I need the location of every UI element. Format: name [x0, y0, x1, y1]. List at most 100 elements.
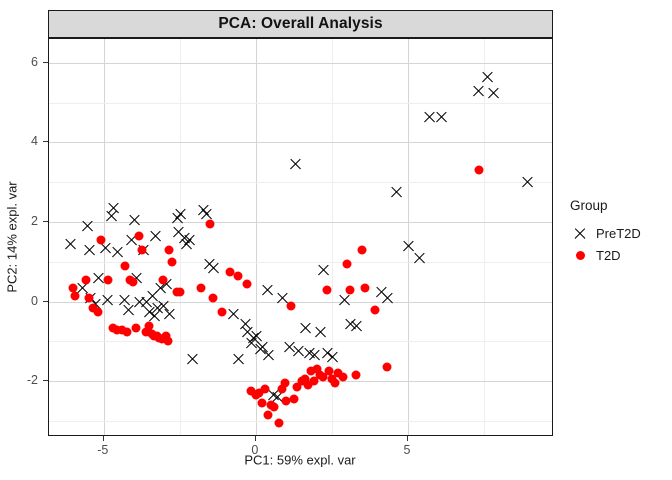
page-title: PCA: Overall Analysis — [218, 15, 383, 32]
x-tick-mark — [254, 436, 256, 441]
data-point-pret2d — [82, 243, 95, 256]
legend-title: Group — [570, 198, 608, 213]
data-point-t2d — [357, 245, 367, 255]
y-axis-title: PC2: 14% expl. var — [4, 181, 20, 293]
gridline-y-minor — [49, 421, 552, 423]
data-point-pret2d — [380, 291, 393, 304]
data-point-t2d — [217, 307, 227, 317]
data-point-t2d — [120, 261, 130, 271]
data-point-pret2d — [128, 214, 141, 227]
data-point-t2d — [324, 366, 334, 376]
data-point-pret2d — [106, 202, 119, 215]
data-point-pret2d — [64, 237, 77, 250]
data-point-pret2d — [307, 349, 320, 362]
data-point-pret2d — [185, 353, 198, 366]
y-tick-mark — [43, 380, 48, 382]
y-tick-label: 4 — [31, 134, 38, 149]
data-point-t2d — [242, 279, 252, 289]
legend-item-label: T2D — [596, 247, 621, 263]
data-point-pret2d — [412, 251, 425, 264]
data-point-t2d — [96, 235, 106, 245]
data-point-t2d — [318, 372, 328, 382]
data-point-t2d — [263, 410, 273, 420]
gridline-y-major — [49, 142, 552, 144]
data-point-pret2d — [227, 307, 240, 320]
data-point-t2d — [164, 245, 174, 255]
data-point-t2d — [303, 380, 313, 390]
data-point-t2d — [292, 382, 302, 392]
data-point-pret2d — [350, 319, 363, 332]
data-point-t2d — [84, 293, 94, 303]
data-point-t2d — [158, 275, 168, 285]
data-point-pret2d — [481, 70, 494, 83]
data-point-t2d — [309, 376, 319, 386]
data-point-pret2d — [100, 293, 113, 306]
cross-key-icon — [570, 223, 590, 243]
data-point-t2d — [131, 323, 141, 333]
data-point-pret2d — [163, 307, 176, 320]
data-point-t2d — [289, 394, 299, 404]
data-point-t2d — [277, 384, 287, 394]
y-tick-label: 6 — [31, 54, 38, 69]
data-point-pret2d — [435, 110, 448, 123]
data-point-pret2d — [487, 86, 500, 99]
gridline-y-major — [49, 222, 552, 224]
data-point-t2d — [306, 366, 316, 376]
x-tick-mark — [102, 436, 104, 441]
dot-key-icon — [570, 245, 590, 265]
data-point-t2d — [274, 418, 284, 428]
gridline-y-minor — [49, 261, 552, 263]
data-point-t2d — [175, 287, 185, 297]
data-point-t2d — [122, 327, 132, 337]
data-point-t2d — [205, 219, 215, 229]
data-point-pret2d — [313, 325, 326, 338]
data-point-t2d — [360, 283, 370, 293]
data-point-t2d — [141, 327, 151, 337]
data-point-t2d — [108, 323, 118, 333]
data-point-t2d — [342, 259, 352, 269]
legend-item-t2d[interactable]: T2D — [570, 244, 670, 266]
plot-panel — [48, 38, 553, 436]
data-point-pret2d — [325, 351, 338, 364]
gridline-x-minor — [484, 39, 486, 435]
data-point-t2d — [81, 275, 90, 285]
legend-item-label: PreT2D — [596, 225, 641, 241]
data-point-pret2d — [262, 349, 275, 362]
data-point-t2d — [269, 402, 279, 412]
data-point-t2d — [137, 245, 147, 255]
data-point-t2d — [88, 303, 98, 313]
panel-strip-header: PCA: Overall Analysis — [48, 10, 553, 38]
gridline-y-minor — [49, 182, 552, 184]
data-point-t2d — [254, 388, 264, 398]
x-axis-title: PC1: 59% expl. var — [244, 452, 356, 468]
data-point-t2d — [157, 334, 167, 344]
gridline-y-major — [49, 62, 552, 64]
gridline-y-major — [49, 301, 552, 303]
data-point-t2d — [300, 374, 310, 384]
data-point-pret2d — [81, 220, 94, 233]
data-point-pret2d — [289, 158, 302, 171]
data-point-pret2d — [389, 186, 402, 199]
data-point-pret2d — [182, 233, 195, 246]
y-tick-mark — [43, 61, 48, 63]
data-point-t2d — [167, 257, 177, 267]
y-tick-label: -2 — [26, 373, 38, 388]
data-point-t2d — [338, 372, 348, 382]
gridline-y-minor — [49, 102, 552, 104]
data-point-pret2d — [471, 84, 484, 97]
data-point-t2d — [257, 398, 267, 408]
data-point-t2d — [103, 275, 113, 285]
y-tick-mark — [43, 300, 48, 302]
data-point-pret2d — [520, 176, 533, 189]
data-point-t2d — [351, 370, 361, 380]
data-point-pret2d — [207, 261, 220, 274]
legend-item-pret2d[interactable]: PreT2D — [570, 222, 670, 244]
data-point-t2d — [280, 378, 290, 388]
x-tick-label: 5 — [403, 443, 411, 457]
data-point-t2d — [322, 285, 332, 295]
data-point-t2d — [370, 305, 379, 315]
gridline-x-major — [255, 39, 257, 435]
data-point-pret2d — [91, 271, 104, 284]
legend-items: PreT2D T2D — [570, 222, 670, 266]
